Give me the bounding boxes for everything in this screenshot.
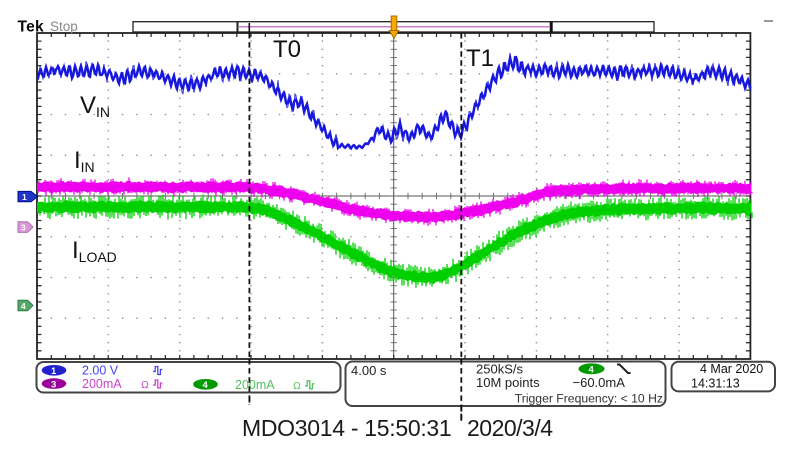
svg-text:Trigger Frequency: < 10 Hz: Trigger Frequency: < 10 Hz — [515, 392, 663, 406]
svg-text:VIN: VIN — [80, 92, 110, 120]
svg-text:4.00 s: 4.00 s — [351, 363, 387, 378]
svg-text:250kS/s: 250kS/s — [476, 362, 523, 377]
svg-text:200mA: 200mA — [82, 377, 122, 391]
svg-text:4: 4 — [21, 301, 26, 311]
svg-text:T1: T1 — [466, 45, 494, 72]
svg-text:Ω: Ω — [293, 380, 301, 392]
svg-text:Ω: Ω — [141, 379, 149, 391]
svg-text:10M points: 10M points — [476, 375, 540, 390]
svg-text:3: 3 — [21, 223, 26, 233]
svg-text:T0: T0 — [273, 36, 301, 63]
svg-text:1: 1 — [22, 192, 27, 202]
svg-text:200mA: 200mA — [235, 378, 275, 392]
svg-text:4: 4 — [203, 380, 209, 391]
svg-text:MDO3014 - 15:50:31: MDO3014 - 15:50:31 — [242, 415, 451, 441]
svg-text:Tek: Tek — [18, 19, 45, 36]
svg-text:4 Mar 2020: 4 Mar 2020 — [700, 362, 763, 376]
svg-text:1: 1 — [51, 366, 57, 377]
svg-text:2.00 V: 2.00 V — [82, 364, 119, 378]
svg-text:4: 4 — [589, 365, 595, 376]
svg-text:14:31:13: 14:31:13 — [691, 377, 740, 391]
svg-text:2020/3/4: 2020/3/4 — [467, 415, 553, 441]
svg-text:3: 3 — [51, 379, 56, 390]
svg-text:Stop: Stop — [50, 19, 78, 34]
svg-text:−60.0mA: −60.0mA — [573, 375, 626, 390]
